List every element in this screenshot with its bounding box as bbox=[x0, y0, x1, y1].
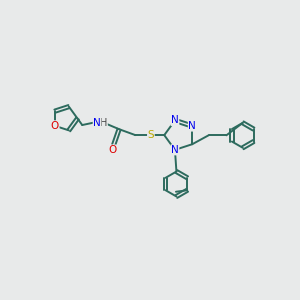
Text: N: N bbox=[188, 121, 196, 131]
Text: N: N bbox=[171, 116, 179, 125]
Text: N: N bbox=[93, 118, 101, 128]
Text: N: N bbox=[171, 145, 179, 155]
Text: S: S bbox=[148, 130, 154, 140]
Text: O: O bbox=[51, 121, 59, 131]
Text: H: H bbox=[100, 118, 107, 128]
Text: O: O bbox=[108, 145, 116, 155]
